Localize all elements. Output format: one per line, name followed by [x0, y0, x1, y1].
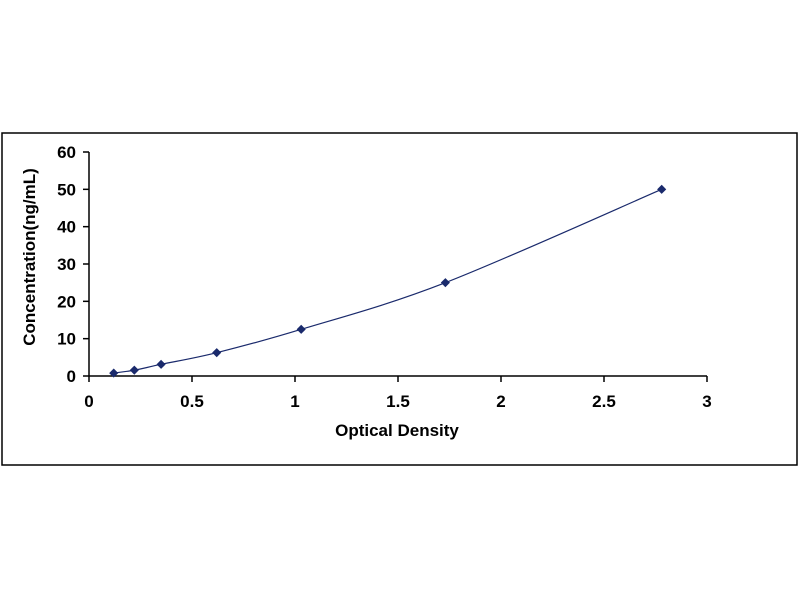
x-ticks: 0 0.5 1 1.5 2 2.5 3 — [84, 376, 712, 411]
x-tick-label: 0 — [84, 392, 93, 411]
data-point — [212, 348, 222, 358]
data-point — [129, 365, 139, 375]
x-tick-label: 2 — [496, 392, 505, 411]
data-point — [109, 368, 119, 378]
x-tick-label: 0.5 — [180, 392, 204, 411]
y-ticks: 0 10 20 30 40 50 60 — [57, 143, 89, 386]
x-axis-label: Optical Density — [335, 421, 459, 440]
y-tick-label: 30 — [57, 255, 76, 274]
data-points — [109, 184, 667, 378]
y-tick-label: 60 — [57, 143, 76, 162]
y-axis-label: Concentration(ng/mL) — [20, 168, 39, 346]
y-tick-label: 40 — [57, 218, 76, 237]
y-tick-label: 50 — [57, 180, 76, 199]
axes: 0 0.5 1 1.5 2 2.5 3 0 10 20 30 40 50 60 — [57, 143, 712, 411]
x-tick-label: 1.5 — [386, 392, 410, 411]
x-tick-label: 3 — [702, 392, 711, 411]
y-tick-label: 0 — [67, 367, 76, 386]
data-point — [657, 184, 667, 194]
x-tick-label: 2.5 — [592, 392, 616, 411]
data-point — [156, 359, 166, 369]
fit-curve — [113, 188, 662, 374]
chart-frame — [1, 132, 798, 466]
y-tick-label: 20 — [57, 292, 76, 311]
y-tick-label: 10 — [57, 330, 76, 349]
x-tick-label: 1 — [290, 392, 299, 411]
data-point — [296, 324, 306, 334]
data-point — [440, 278, 450, 288]
